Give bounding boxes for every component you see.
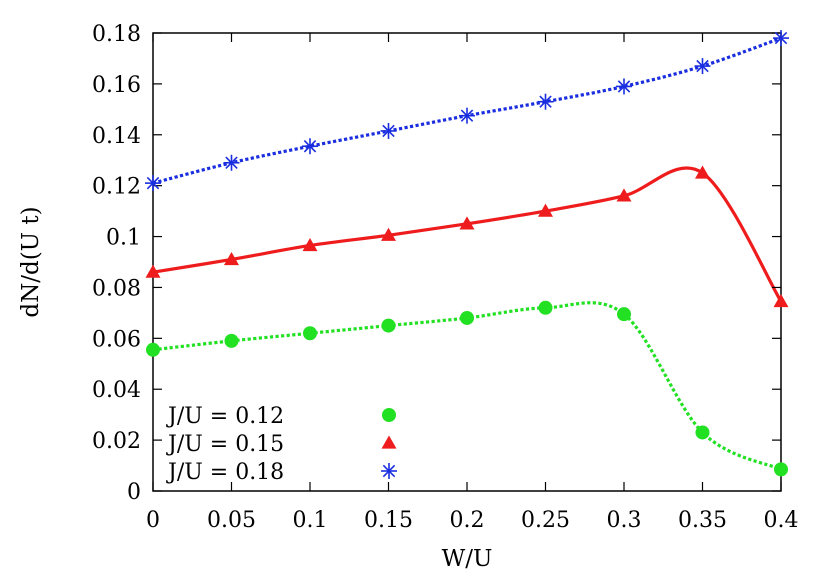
data-point-circle <box>460 310 474 325</box>
data-point-asterisk <box>616 78 632 95</box>
data-point-triangle <box>302 237 318 252</box>
y-tick-label: 0.06 <box>92 327 141 352</box>
x-tick-label: 0.25 <box>521 508 570 533</box>
data-point-asterisk <box>223 154 240 171</box>
axis-ticks: 0 0.05 0.1 0.15 0.2 0.25 0.3 0.35 0.4 0 0.02 0.04 0.… <box>92 22 798 533</box>
data-point-circle <box>303 326 317 341</box>
y-tick-label: 0.04 <box>92 378 141 403</box>
x-axis-label: W/U <box>442 546 493 572</box>
data-point-asterisk <box>145 175 161 192</box>
series-curve <box>152 166 783 303</box>
data-point-asterisk <box>302 138 318 155</box>
y-tick-label: 0 <box>127 480 141 505</box>
y-tick-label: 0.08 <box>92 276 141 301</box>
legend-label: J/U = 0.12 <box>166 404 284 429</box>
x-tick-label: 0.3 <box>607 508 642 533</box>
data-point-triangle <box>224 251 239 266</box>
legend-label: J/U = 0.18 <box>166 460 284 485</box>
y-tick-label: 0.1 <box>106 226 141 251</box>
data-point-triangle <box>538 203 553 217</box>
y-tick-label: 0.14 <box>92 124 141 149</box>
legend-marker-circle <box>382 408 396 422</box>
data-point-asterisk <box>380 122 397 139</box>
x-tick-label: 0 <box>146 508 160 533</box>
x-tick-label: 0.35 <box>678 508 727 533</box>
data-point-triangle <box>459 216 475 230</box>
data-point-circle <box>538 300 553 315</box>
data-point-asterisk <box>773 30 789 47</box>
data-point-asterisk <box>459 107 475 124</box>
x-tick-label: 0.4 <box>764 508 799 533</box>
data-point-triangle <box>695 165 710 179</box>
series-curve <box>152 301 782 471</box>
y-tick-label: 0.12 <box>92 175 141 200</box>
legend-marker-asterisk <box>381 463 397 479</box>
data-point-asterisk <box>694 58 711 75</box>
y-tick-label: 0.16 <box>92 73 141 98</box>
data-point-triangle <box>145 264 161 278</box>
data-point-circle <box>146 342 160 357</box>
data-point-circle <box>695 425 710 440</box>
y-tick-label: 0.02 <box>92 429 141 454</box>
data-point-triangle <box>773 293 789 308</box>
legend: J/U = 0.12 J/U = 0.15 J/U = 0.18 <box>166 404 397 485</box>
data-point-triangle <box>616 188 632 202</box>
y-axis-label: dN/d(U t) <box>18 206 44 317</box>
x-tick-label: 0.1 <box>293 508 328 533</box>
data-point-circle <box>224 333 239 348</box>
data-point-circle <box>381 318 396 333</box>
data-point-circle <box>774 462 788 477</box>
data-point-asterisk <box>537 93 554 110</box>
y-tick-label: 0.18 <box>92 22 141 47</box>
data-point-circle <box>617 307 631 322</box>
legend-marker-triangle <box>381 435 397 449</box>
x-tick-label: 0.15 <box>364 508 413 533</box>
legend-label: J/U = 0.15 <box>166 432 284 457</box>
data-point-triangle <box>381 227 396 241</box>
series-markers <box>145 30 789 477</box>
x-tick-label: 0.05 <box>207 508 256 533</box>
x-tick-label: 0.2 <box>450 508 485 533</box>
